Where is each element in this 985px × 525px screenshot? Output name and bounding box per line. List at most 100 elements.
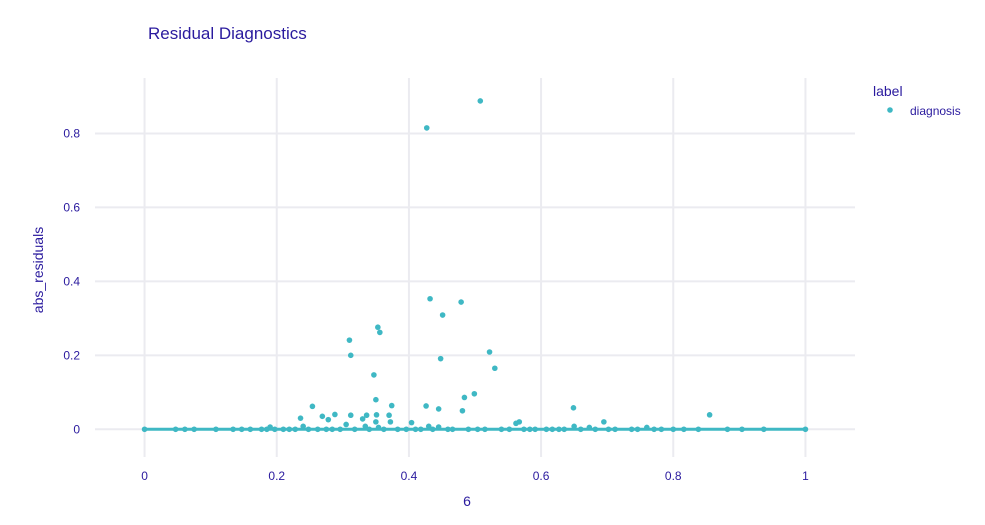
data-point[interactable] [394,426,401,433]
data-point[interactable] [761,426,767,433]
data-point[interactable] [408,419,415,426]
data-point[interactable] [435,406,442,412]
data-point[interactable] [264,426,270,433]
data-point[interactable] [427,295,433,302]
data-point[interactable] [375,424,382,431]
data-point[interactable] [191,426,197,433]
data-point[interactable] [375,324,381,331]
data-point[interactable] [527,426,533,433]
data-point[interactable] [802,426,809,433]
data-point[interactable] [366,426,373,433]
data-point[interactable] [445,426,451,433]
data-point[interactable] [651,426,657,433]
data-point[interactable] [371,372,377,378]
data-point[interactable] [319,413,326,420]
data-point[interactable] [461,394,468,401]
data-point[interactable] [373,419,379,425]
data-point[interactable] [141,426,148,433]
data-point[interactable] [314,426,321,433]
data-point[interactable] [172,426,179,433]
data-point[interactable] [329,426,336,433]
data-point[interactable] [305,426,312,433]
data-point[interactable] [347,352,354,359]
data-point[interactable] [506,426,513,433]
data-point[interactable] [386,412,392,419]
data-point[interactable] [429,426,436,433]
data-point[interactable] [258,426,265,433]
data-point[interactable] [425,423,432,430]
data-point[interactable] [213,426,219,433]
data-point[interactable] [435,424,442,430]
data-point[interactable] [570,405,577,411]
data-point[interactable] [309,403,316,410]
data-point[interactable] [297,415,304,421]
data-point[interactable] [332,411,338,418]
data-point[interactable] [681,426,687,433]
data-point[interactable] [486,349,493,355]
data-point[interactable] [739,426,745,433]
data-point[interactable] [556,426,562,433]
data-point[interactable] [388,402,395,409]
data-point[interactable] [601,419,607,425]
data-point[interactable] [592,426,599,433]
data-point[interactable] [670,426,677,433]
data-point[interactable] [459,407,466,414]
data-point[interactable] [571,423,577,430]
data-point[interactable] [363,412,370,419]
data-point[interactable] [586,424,593,431]
data-point[interactable] [423,125,430,131]
data-point[interactable] [658,426,665,433]
data-point[interactable] [323,426,330,433]
data-point[interactable] [238,426,245,433]
data-point[interactable] [292,426,299,433]
data-point[interactable] [381,426,387,433]
data-point[interactable] [513,420,519,427]
data-point[interactable] [377,329,383,336]
data-point[interactable] [449,426,456,433]
data-point[interactable] [373,412,380,418]
legend-item-diagnosis[interactable]: diagnosis [910,104,961,118]
data-point[interactable] [351,426,358,433]
data-point[interactable] [359,416,366,422]
data-point[interactable] [182,426,188,433]
data-point[interactable] [543,426,550,433]
data-point[interactable] [423,403,429,409]
data-point[interactable] [482,426,488,433]
data-point[interactable] [498,426,505,433]
data-point[interactable] [521,426,527,433]
data-point[interactable] [492,365,498,372]
data-point[interactable] [577,426,584,433]
data-point[interactable] [412,426,419,433]
data-point[interactable] [362,423,369,430]
data-point[interactable] [634,426,641,433]
data-point[interactable] [458,299,464,305]
data-point[interactable] [387,419,394,425]
data-point[interactable] [403,426,410,433]
data-point[interactable] [280,426,287,433]
data-point[interactable] [337,426,343,433]
data-point[interactable] [418,426,424,433]
data-point[interactable] [628,426,635,433]
data-point[interactable] [286,426,293,433]
data-point[interactable] [549,426,556,433]
data-point[interactable] [343,421,349,428]
data-point[interactable] [724,426,731,433]
data-point[interactable] [247,426,254,433]
data-point[interactable] [695,426,702,433]
data-point[interactable] [347,412,354,419]
data-point[interactable] [373,396,379,403]
data-point[interactable] [300,423,306,430]
data-point[interactable] [437,355,444,362]
data-point[interactable] [230,426,236,433]
data-point[interactable] [271,426,278,433]
data-point[interactable] [471,390,478,397]
data-point[interactable] [644,424,650,431]
data-point[interactable] [605,426,612,433]
data-point[interactable] [465,426,472,433]
data-point[interactable] [532,426,538,433]
data-point[interactable] [612,426,618,433]
legend[interactable]: label diagnosis [873,83,961,118]
data-point[interactable] [706,412,713,418]
data-point[interactable] [325,416,332,423]
data-point[interactable] [439,312,446,318]
